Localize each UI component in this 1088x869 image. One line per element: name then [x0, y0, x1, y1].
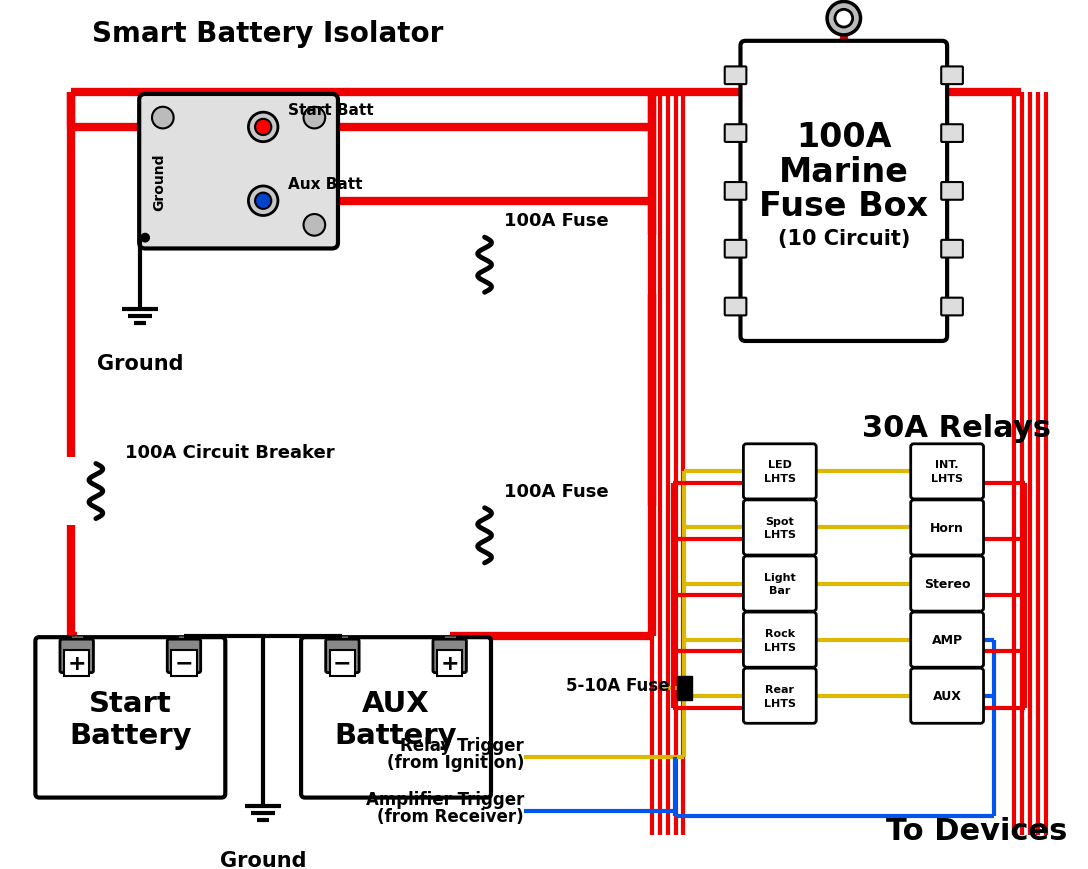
Text: (from Receiver): (from Receiver) — [378, 806, 524, 825]
FancyBboxPatch shape — [64, 650, 89, 676]
FancyBboxPatch shape — [725, 241, 746, 258]
FancyBboxPatch shape — [725, 182, 746, 201]
Text: AUX: AUX — [932, 689, 962, 702]
FancyBboxPatch shape — [60, 640, 94, 673]
FancyBboxPatch shape — [911, 501, 984, 555]
FancyBboxPatch shape — [941, 67, 963, 85]
FancyBboxPatch shape — [941, 182, 963, 201]
Circle shape — [140, 234, 150, 243]
Text: 100A Fuse: 100A Fuse — [504, 212, 609, 230]
FancyBboxPatch shape — [743, 501, 816, 555]
FancyBboxPatch shape — [677, 676, 692, 700]
Circle shape — [304, 108, 325, 129]
FancyBboxPatch shape — [941, 298, 963, 316]
Text: AMP: AMP — [931, 634, 963, 647]
FancyBboxPatch shape — [168, 640, 200, 673]
Text: LHTS: LHTS — [764, 530, 795, 540]
Text: To Devices: To Devices — [886, 816, 1067, 845]
Text: 5-10A Fuse: 5-10A Fuse — [566, 676, 669, 694]
Text: Ground: Ground — [220, 850, 307, 869]
Text: +: + — [67, 653, 86, 673]
FancyBboxPatch shape — [941, 125, 963, 143]
Text: AUX: AUX — [362, 689, 430, 717]
FancyBboxPatch shape — [725, 298, 746, 316]
Text: Ground: Ground — [152, 153, 165, 210]
FancyBboxPatch shape — [743, 444, 816, 500]
Circle shape — [248, 187, 277, 216]
FancyBboxPatch shape — [171, 650, 197, 676]
Text: Fuse Box: Fuse Box — [759, 190, 928, 223]
Text: (10 Circuit): (10 Circuit) — [778, 229, 910, 249]
Text: LED: LED — [768, 460, 792, 470]
Text: Horn: Horn — [930, 521, 964, 534]
Text: Battery: Battery — [335, 721, 457, 749]
Text: Start Batt: Start Batt — [288, 103, 373, 117]
Text: Battery: Battery — [69, 721, 191, 749]
Circle shape — [834, 10, 853, 28]
Text: Smart Battery Isolator: Smart Battery Isolator — [92, 20, 444, 49]
FancyBboxPatch shape — [911, 668, 984, 724]
FancyBboxPatch shape — [433, 640, 467, 673]
Text: LHTS: LHTS — [931, 474, 963, 484]
Circle shape — [304, 215, 325, 236]
Text: Rear: Rear — [765, 684, 794, 694]
FancyBboxPatch shape — [941, 241, 963, 258]
Text: 100A: 100A — [796, 121, 891, 154]
Text: Stereo: Stereo — [924, 577, 970, 590]
FancyBboxPatch shape — [911, 556, 984, 612]
Text: LHTS: LHTS — [764, 698, 795, 708]
Text: Relay Trigger: Relay Trigger — [400, 736, 524, 754]
Text: 30A Relays: 30A Relays — [863, 413, 1051, 442]
Circle shape — [255, 120, 271, 136]
FancyBboxPatch shape — [725, 67, 746, 85]
FancyBboxPatch shape — [437, 650, 462, 676]
FancyBboxPatch shape — [725, 125, 746, 143]
FancyBboxPatch shape — [325, 640, 359, 673]
Text: Ground: Ground — [97, 354, 184, 374]
FancyBboxPatch shape — [330, 650, 355, 676]
Text: 100A Circuit Breaker: 100A Circuit Breaker — [125, 443, 335, 461]
FancyBboxPatch shape — [743, 668, 816, 724]
Text: Light: Light — [764, 572, 795, 582]
Text: Rock: Rock — [765, 628, 795, 638]
Text: Start: Start — [89, 689, 172, 717]
Text: −: − — [175, 653, 194, 673]
FancyBboxPatch shape — [741, 42, 948, 342]
Circle shape — [827, 3, 861, 36]
Text: 100A Fuse: 100A Fuse — [504, 482, 609, 501]
FancyBboxPatch shape — [139, 95, 338, 249]
Text: Aux Batt: Aux Batt — [288, 176, 362, 191]
FancyBboxPatch shape — [301, 638, 491, 798]
Text: (from Ignition): (from Ignition) — [386, 753, 524, 771]
Text: −: − — [333, 653, 351, 673]
Text: Spot: Spot — [766, 516, 794, 526]
Circle shape — [255, 194, 271, 209]
Circle shape — [152, 108, 174, 129]
FancyBboxPatch shape — [743, 556, 816, 612]
FancyBboxPatch shape — [911, 444, 984, 500]
Text: Bar: Bar — [769, 586, 791, 596]
Text: INT.: INT. — [936, 460, 959, 470]
Text: LHTS: LHTS — [764, 642, 795, 652]
FancyBboxPatch shape — [743, 613, 816, 667]
Text: Marine: Marine — [779, 156, 908, 189]
Circle shape — [248, 113, 277, 143]
FancyBboxPatch shape — [36, 638, 225, 798]
Text: Amplifier Trigger: Amplifier Trigger — [366, 790, 524, 808]
FancyBboxPatch shape — [911, 613, 984, 667]
Text: LHTS: LHTS — [764, 474, 795, 484]
Text: +: + — [441, 653, 459, 673]
